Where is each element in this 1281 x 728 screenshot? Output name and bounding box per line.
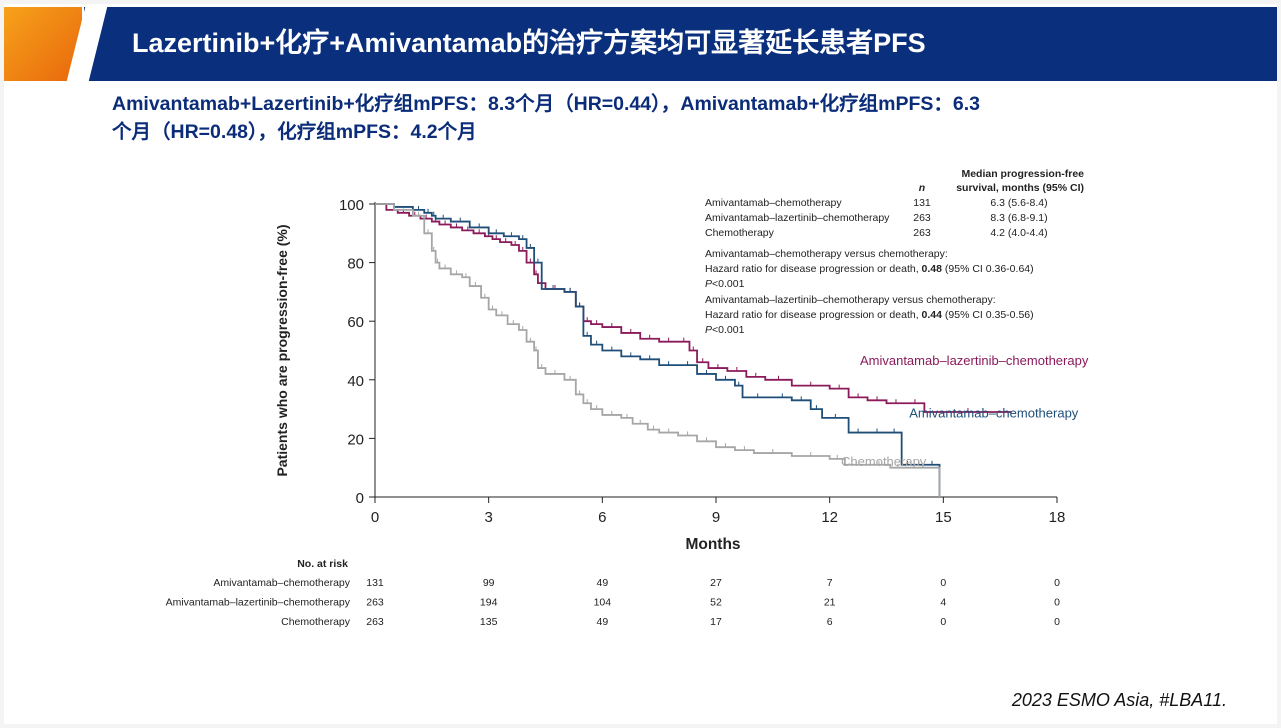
legend-row-n: 263 bbox=[913, 212, 931, 224]
legend-header-median-2: survival, months (95% CI) bbox=[956, 182, 1084, 194]
y-tick-label: 0 bbox=[356, 490, 364, 507]
risk-row-value: 135 bbox=[480, 616, 498, 628]
legend-row-arm: Chemotherapy bbox=[705, 227, 775, 239]
slide-subtitle: Amivantamab+Lazertinib+化疗组mPFS：8.3个月（HR=… bbox=[112, 90, 1232, 146]
risk-row-value: 104 bbox=[594, 597, 612, 609]
risk-row-value: 17 bbox=[710, 616, 722, 628]
x-axis-label: Months bbox=[685, 536, 740, 553]
risk-row-value: 49 bbox=[596, 577, 608, 589]
risk-row-value: 131 bbox=[366, 577, 384, 589]
risk-row-value: 0 bbox=[940, 616, 946, 628]
y-tick-label: 80 bbox=[347, 256, 364, 273]
risk-row-value: 0 bbox=[1054, 597, 1060, 609]
legend-row-n: 263 bbox=[913, 227, 931, 239]
risk-row-value: 6 bbox=[827, 616, 833, 628]
x-tick-label: 6 bbox=[598, 509, 606, 526]
km-curve-1 bbox=[375, 203, 941, 497]
legend-header-n: n bbox=[919, 182, 925, 194]
hazard-note-title: Amivantamab–lazertinib–chemotherapy vers… bbox=[705, 294, 996, 306]
risk-row-value: 0 bbox=[1054, 616, 1060, 628]
citation: 2023 ESMO Asia, #LBA11. bbox=[1011, 690, 1227, 710]
y-tick-label: 40 bbox=[347, 373, 364, 390]
risk-row-value: 4 bbox=[940, 597, 946, 609]
subtitle-line-2: 个月（HR=0.48），化疗组mPFS：4.2个月 bbox=[112, 121, 477, 143]
risk-row-value: 7 bbox=[827, 577, 833, 589]
risk-row-value: 49 bbox=[596, 616, 608, 628]
series-label-0: Amivantamab–lazertinib–chemotherapy bbox=[860, 353, 1089, 368]
hazard-note-p: P<0.001 bbox=[705, 278, 745, 290]
km-curve-2 bbox=[375, 203, 941, 497]
risk-row-value: 52 bbox=[710, 597, 722, 609]
risk-row-value: 99 bbox=[483, 577, 495, 589]
risk-table-title: No. at risk bbox=[297, 558, 348, 570]
hazard-note-hr: Hazard ratio for disease progression or … bbox=[705, 309, 1034, 321]
hazard-note-title: Amivantamab–chemotherapy versus chemothe… bbox=[705, 248, 948, 260]
x-tick-label: 0 bbox=[371, 509, 379, 526]
title-bar: Lazertinib+化疗+Amivantamab的治疗方案均可显著延长患者PF… bbox=[84, 7, 1277, 81]
risk-row-label: Amivantamab–chemotherapy bbox=[213, 577, 350, 589]
legend-row-n: 131 bbox=[913, 197, 931, 209]
legend-row-arm: Amivantamab–chemotherapy bbox=[705, 197, 842, 209]
risk-row-value: 263 bbox=[366, 616, 384, 628]
hazard-note-hr: Hazard ratio for disease progression or … bbox=[705, 263, 1034, 275]
x-tick-label: 3 bbox=[484, 509, 492, 526]
legend-row-arm: Amivantamab–lazertinib–chemotherapy bbox=[705, 212, 890, 224]
hazard-note-p: P<0.001 bbox=[705, 324, 745, 336]
subtitle-line-1: Amivantamab+Lazertinib+化疗组mPFS：8.3个月（HR=… bbox=[112, 93, 980, 115]
x-tick-label: 12 bbox=[821, 509, 838, 526]
x-tick-label: 15 bbox=[935, 509, 952, 526]
risk-row-label: Chemotherapy bbox=[281, 616, 351, 628]
x-tick-label: 9 bbox=[712, 509, 720, 526]
risk-row-label: Amivantamab–lazertinib–chemotherapy bbox=[166, 597, 351, 609]
risk-row-value: 27 bbox=[710, 577, 722, 589]
series-label-2: Chemotherapy bbox=[841, 454, 927, 469]
risk-row-value: 0 bbox=[1054, 577, 1060, 589]
risk-row-value: 21 bbox=[824, 597, 836, 609]
y-tick-label: 60 bbox=[347, 314, 364, 331]
legend-row-median: 8.3 (6.8-9.1) bbox=[990, 212, 1047, 224]
risk-row-value: 0 bbox=[940, 577, 946, 589]
x-tick-label: 18 bbox=[1049, 509, 1066, 526]
legend-row-median: 4.2 (4.0-4.4) bbox=[990, 227, 1047, 239]
risk-row-value: 194 bbox=[480, 597, 498, 609]
y-tick-label: 20 bbox=[347, 431, 364, 448]
legend-row-median: 6.3 (5.6-8.4) bbox=[990, 197, 1047, 209]
slide-title: Lazertinib+化疗+Amivantamab的治疗方案均可显著延长患者PF… bbox=[132, 28, 926, 58]
legend-header-median-1: Median progression-free bbox=[961, 168, 1084, 180]
risk-row-value: 263 bbox=[366, 597, 384, 609]
y-tick-label: 100 bbox=[339, 197, 364, 214]
y-axis-label: Patients who are progression-free (%) bbox=[274, 224, 290, 476]
slide: Lazertinib+化疗+Amivantamab的治疗方案均可显著延长患者PF… bbox=[4, 4, 1277, 724]
series-label-1: Amivantamab–chemotherapy bbox=[909, 406, 1079, 421]
